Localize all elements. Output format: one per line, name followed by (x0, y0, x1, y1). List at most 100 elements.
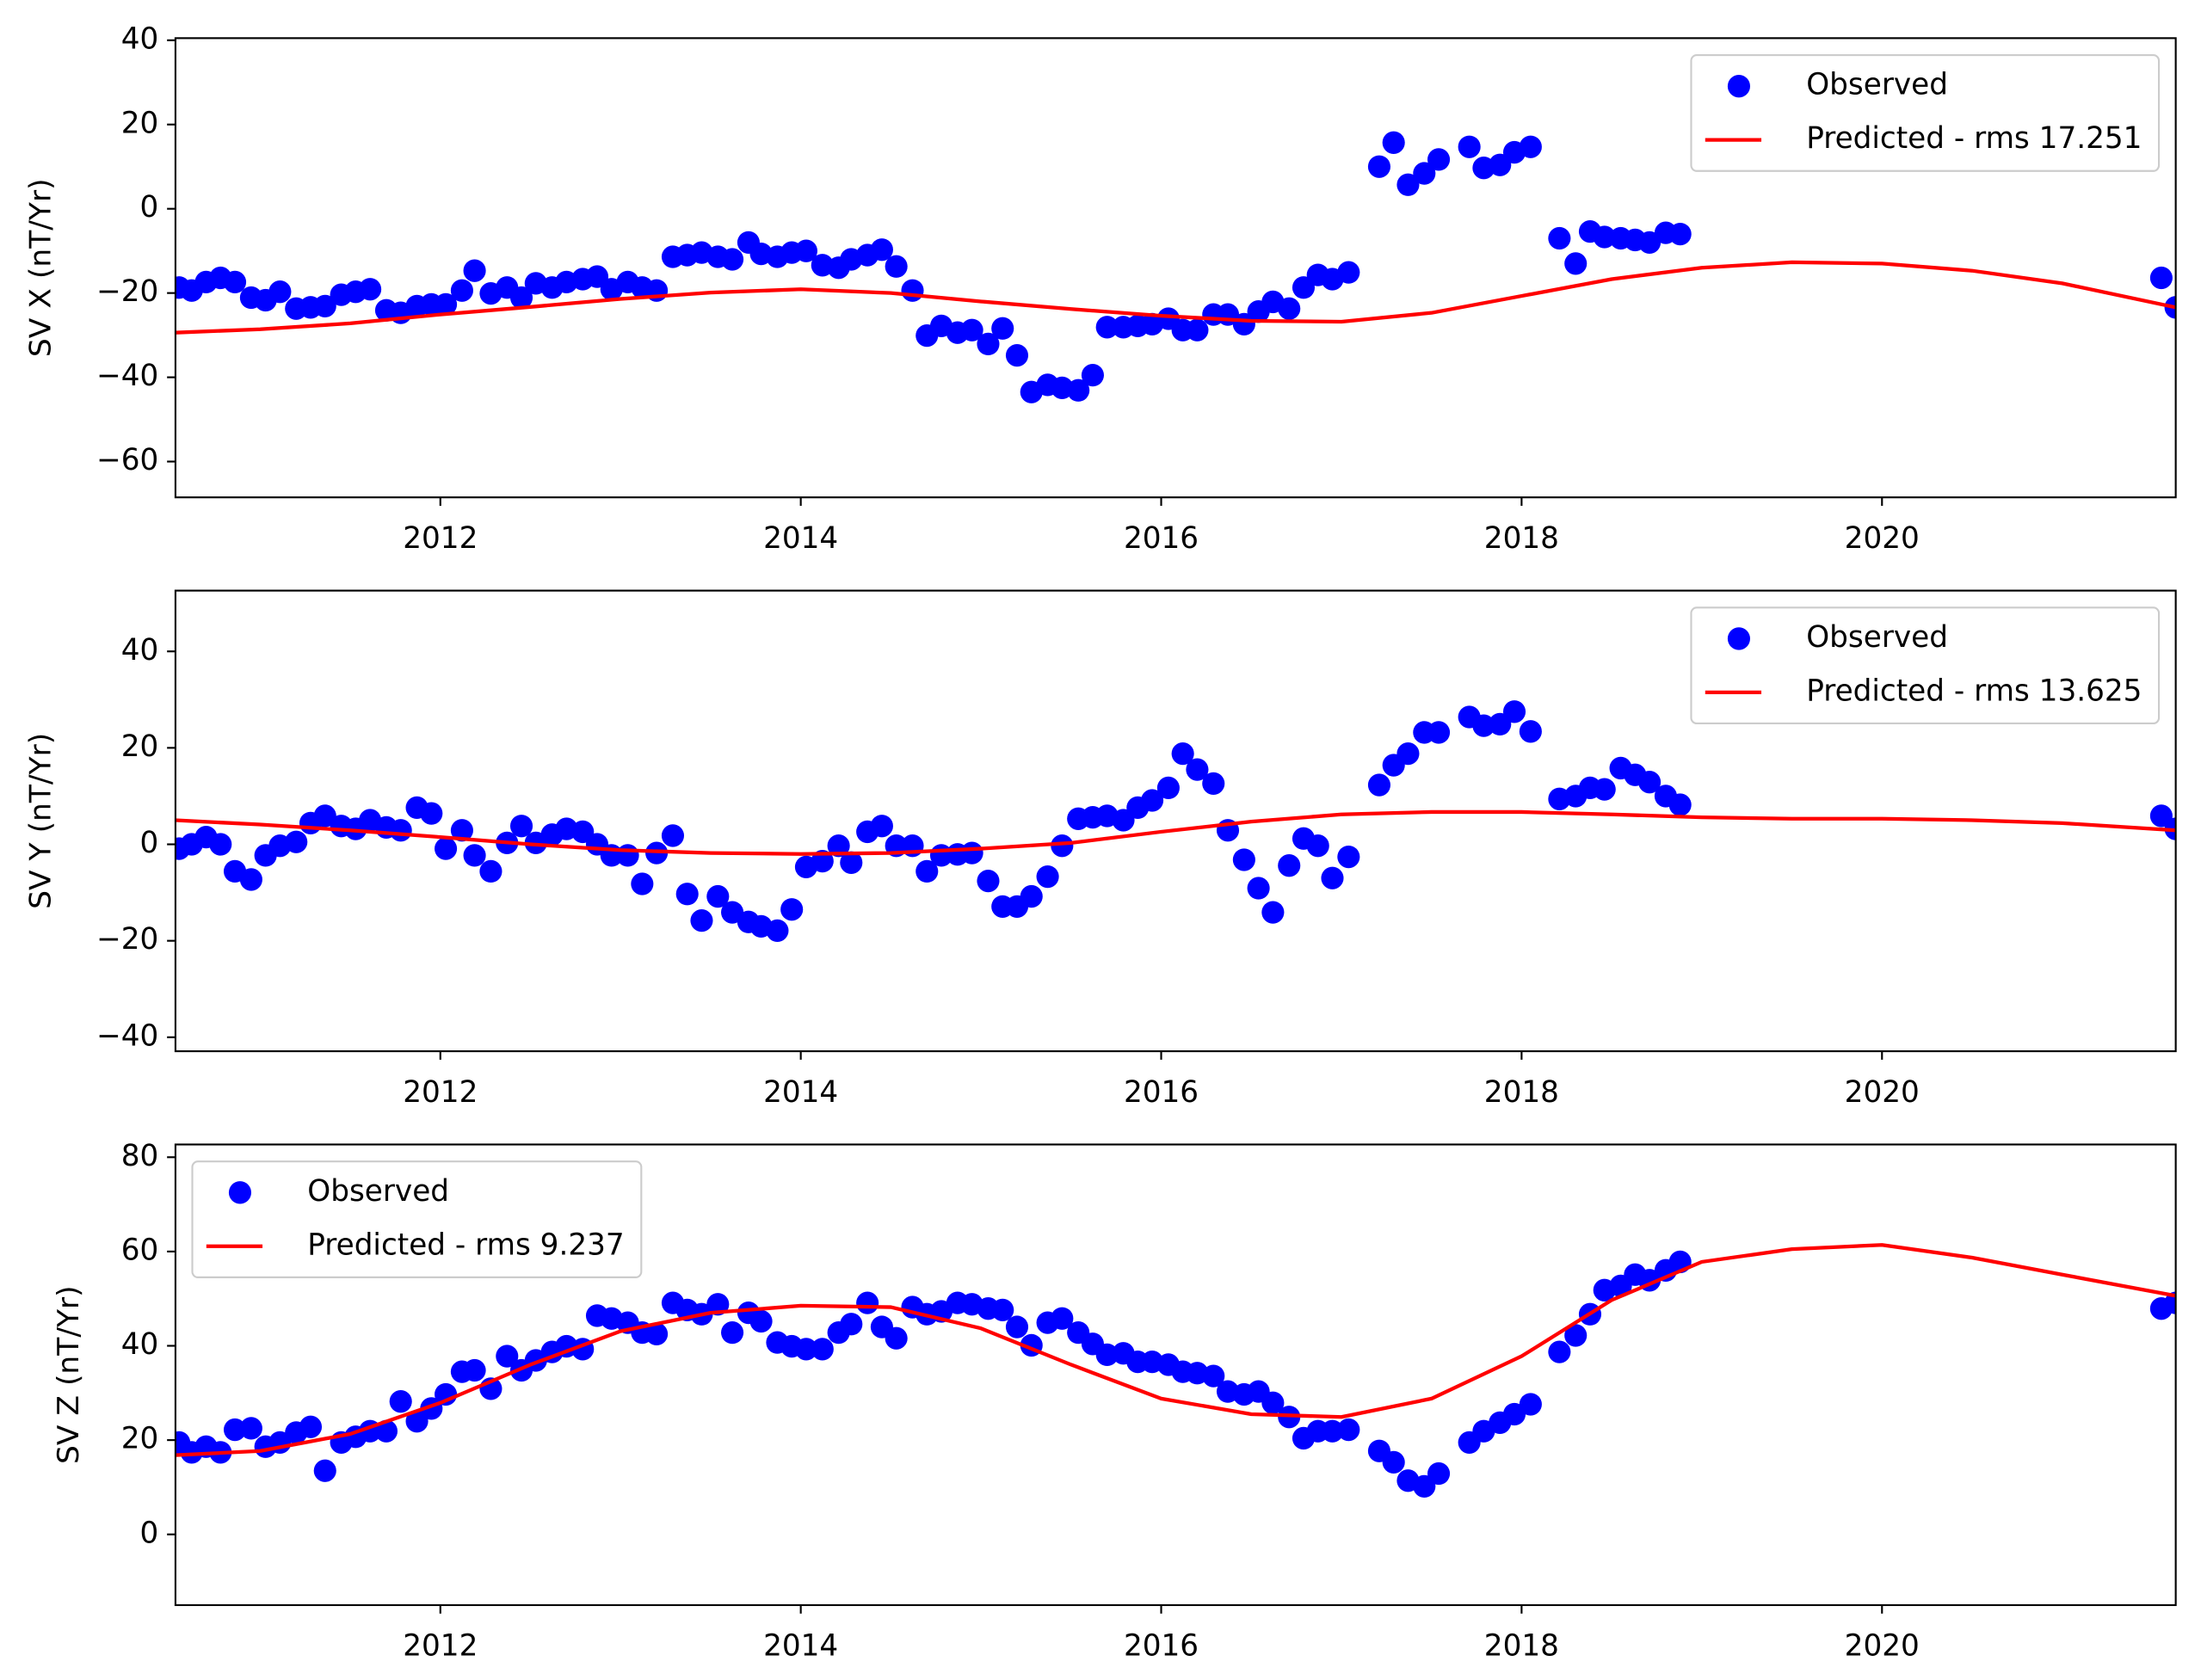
observed-point (1382, 1450, 1405, 1474)
x-tick-label: 2016 (1124, 1629, 1199, 1664)
legend-label: Predicted - rms 13.625 (1806, 674, 2142, 708)
observed-point (1367, 155, 1390, 178)
observed-point (840, 851, 863, 874)
y-tick-label: 60 (121, 1233, 159, 1267)
observed-point (313, 1459, 336, 1482)
prediction-line (175, 1243, 2176, 1457)
observed-point (1202, 772, 1225, 796)
observed-point (1668, 793, 1692, 816)
legend-box (1690, 53, 2161, 172)
observed-point (977, 332, 1000, 356)
observed-point (223, 1418, 247, 1442)
axes-frame (174, 1143, 2177, 1607)
observed-point (1051, 834, 1074, 858)
observed-point (509, 286, 533, 310)
observed-point (463, 844, 486, 867)
observed-point (1502, 1402, 1526, 1426)
observed-point (1638, 231, 1662, 255)
y-tick-label: 40 (121, 22, 159, 56)
observed-point (661, 824, 685, 847)
observed-point (645, 1322, 669, 1345)
observed-point (2149, 804, 2173, 828)
observed-point (1261, 901, 1285, 924)
x-tick-label: 2018 (1484, 521, 1559, 556)
y-tick-label: 80 (121, 1139, 159, 1173)
observed-point (631, 872, 654, 895)
subplot: 2012 2014 2016 2018 2020 −40 −20 0 20 40 SV Y (nT/… (24, 589, 2177, 1110)
observed-point (960, 318, 983, 342)
observed-point (1337, 845, 1360, 869)
observed-point (1519, 720, 1542, 743)
observed-point (1668, 222, 1692, 246)
observed-point (1564, 252, 1588, 275)
observed-point (1548, 226, 1571, 250)
observed-point (1548, 1340, 1571, 1363)
y-tick-label: 20 (121, 729, 159, 764)
observed-point (1337, 1418, 1360, 1442)
y-tick-label: −20 (96, 274, 158, 309)
observed-point (721, 1321, 744, 1345)
legend-label: Observed (1806, 68, 1948, 102)
y-tick-label: −20 (96, 922, 158, 957)
observed-point (1321, 1419, 1344, 1443)
observed-point (285, 830, 308, 853)
legend: Observed Predicted - rms 9.237 (191, 1160, 643, 1278)
x-tick-label: 2014 (763, 1075, 838, 1110)
observed-point (827, 834, 850, 858)
y-tick-label: 20 (121, 106, 159, 140)
observed-point (1593, 225, 1616, 249)
legend-box (191, 1160, 643, 1278)
axes-frame (174, 589, 2177, 1053)
observed-point (1081, 364, 1104, 387)
y-tick-label: 40 (121, 633, 159, 668)
y-tick-label: 40 (121, 1327, 159, 1362)
observed-point (885, 255, 908, 278)
legend-swatch (1727, 627, 1750, 650)
prediction-line (175, 809, 2176, 856)
y-tick-label: 20 (121, 1422, 159, 1456)
legend-swatch (228, 1181, 252, 1204)
observed-point (794, 239, 817, 262)
observed-point (1593, 778, 1616, 801)
y-tick-label: 0 (140, 190, 159, 225)
observed-point (1095, 1343, 1119, 1367)
observed-point (1458, 135, 1481, 158)
observed-point (463, 259, 486, 282)
legend-label: Predicted - rms 9.237 (307, 1228, 624, 1262)
observed-point (450, 279, 473, 302)
observed-point (299, 1415, 323, 1438)
observed-point (389, 819, 412, 842)
observed-point (1005, 1315, 1029, 1338)
x-tick-label: 2012 (403, 521, 478, 556)
observed-point (811, 1338, 834, 1361)
observed-point (690, 908, 713, 932)
observed-point (1413, 1474, 1436, 1498)
observed-point (1247, 877, 1270, 900)
observed-point (1051, 1307, 1074, 1330)
y-tick-label: 0 (140, 1516, 159, 1550)
observed-point (1472, 714, 1495, 737)
x-tick-label: 2016 (1124, 521, 1199, 556)
observed-point (616, 844, 639, 867)
prediction-line (175, 260, 2176, 335)
observed-point (794, 1338, 817, 1361)
observed-point (1427, 1462, 1451, 1486)
observed-point (1519, 135, 1542, 158)
observed-point (1186, 318, 1209, 342)
observed-point (479, 859, 502, 883)
x-tick-label: 2018 (1484, 1629, 1559, 1664)
observed-point (1020, 884, 1043, 908)
observed-point (2149, 266, 2173, 290)
observed-point (1396, 742, 1420, 766)
observed-point (916, 859, 939, 883)
observed-point (1382, 131, 1405, 154)
observed-point (960, 841, 983, 865)
observed-point (313, 804, 336, 828)
observed-point (313, 294, 336, 317)
observed-point (1427, 721, 1451, 744)
y-tick-label: −40 (96, 359, 158, 393)
observed-point (1306, 834, 1329, 858)
observed-point (1036, 865, 1059, 889)
observed-point (977, 869, 1000, 893)
